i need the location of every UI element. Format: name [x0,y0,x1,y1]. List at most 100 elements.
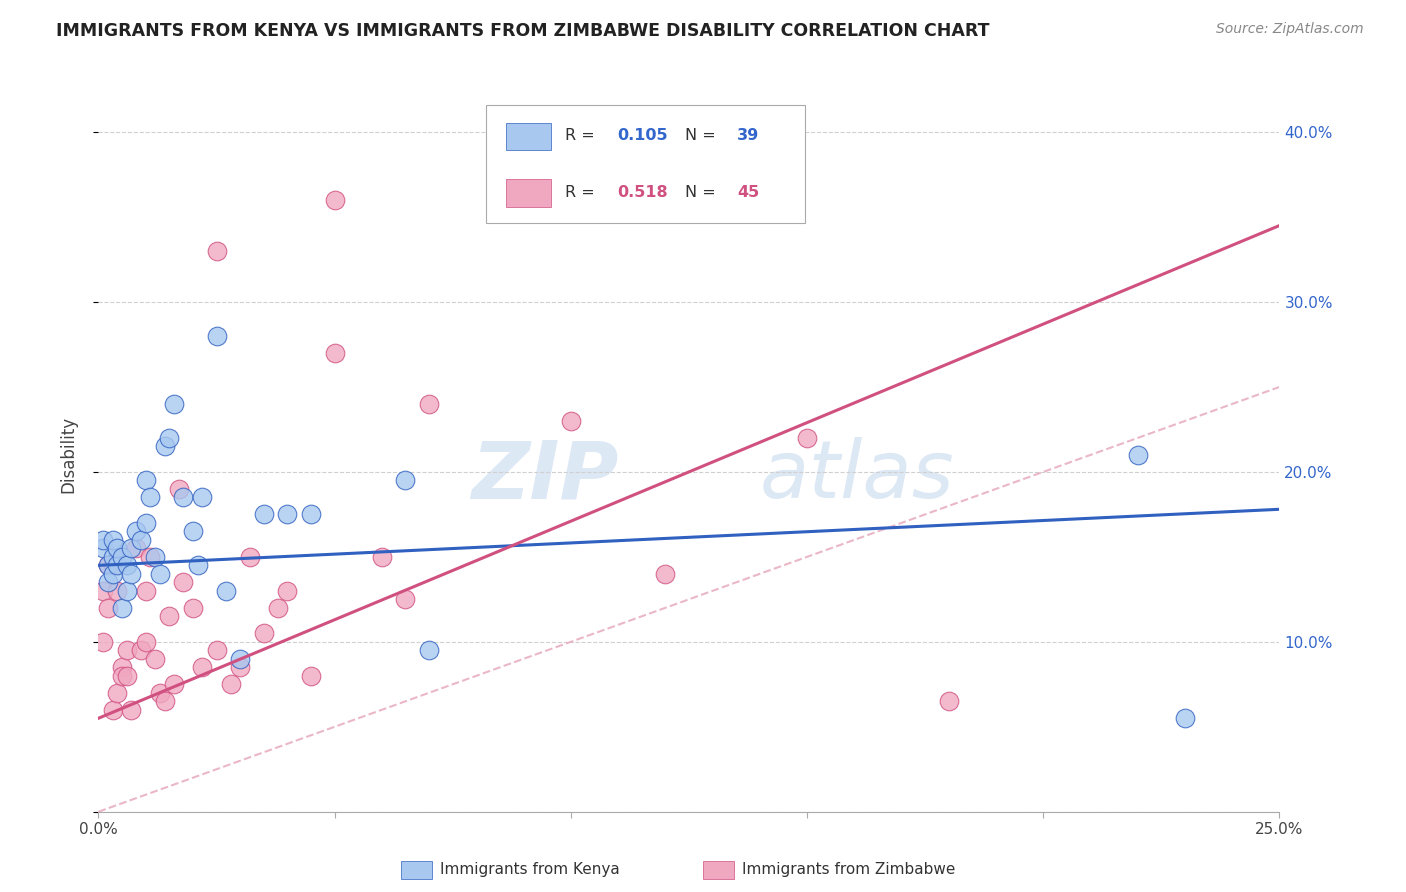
Point [97,575,120,590]
Point [394,592,416,607]
Point [105,558,128,573]
Point [101,533,124,547]
Point [101,549,124,564]
Point [121,541,143,556]
Point [153,439,176,453]
Text: IMMIGRANTS FROM KENYA VS IMMIGRANTS FROM ZIMBABWE DISABILITY CORRELATION CHART: IMMIGRANTS FROM KENYA VS IMMIGRANTS FROM… [56,22,990,40]
Point [97,558,120,573]
Point [163,677,186,691]
Point [205,329,228,343]
Point [111,549,134,564]
Point [139,491,162,505]
Point [111,669,134,683]
Point [91,635,114,649]
Point [299,508,322,522]
Point [181,600,204,615]
Point [371,549,394,564]
Point [101,566,124,581]
Point [654,566,676,581]
Point [215,583,238,598]
Point [149,686,172,700]
Point [135,516,157,530]
Point [418,397,440,411]
Y-axis label: Disability: Disability [59,417,77,493]
Point [191,491,214,505]
Point [125,524,148,539]
Point [796,431,818,445]
Point [323,346,346,360]
Point [125,541,148,556]
Point [157,431,180,445]
Bar [506,179,551,207]
Point [157,609,180,624]
Point [239,549,262,564]
Point [105,686,128,700]
Point [267,600,290,615]
Point [323,193,346,207]
Point [253,508,276,522]
Point [253,626,276,640]
Text: 45: 45 [737,185,759,200]
Point [129,643,152,657]
Point [115,643,138,657]
Text: 0.518: 0.518 [617,185,668,200]
Point [1174,711,1197,725]
Point [276,508,298,522]
Point [149,566,172,581]
Point [181,524,204,539]
Point [1126,448,1149,462]
Text: R =: R = [565,185,600,200]
Point [111,660,134,674]
Point [153,694,176,708]
Point [91,541,114,556]
Text: ZIP: ZIP [471,437,619,516]
Text: N =: N = [685,128,721,144]
Point [91,533,114,547]
Point [129,533,152,547]
Point [276,583,298,598]
Point [115,583,138,598]
Text: Immigrants from Zimbabwe: Immigrants from Zimbabwe [742,863,956,877]
Point [938,694,960,708]
Point [229,660,252,674]
Point [143,549,166,564]
Text: 39: 39 [737,128,759,144]
Text: N =: N = [685,185,721,200]
Point [191,660,214,674]
Point [143,652,166,666]
Text: R =: R = [565,128,600,144]
Point [101,558,124,573]
Point [97,600,120,615]
Point [135,474,157,488]
Point [101,703,124,717]
Point [187,558,209,573]
Point [205,643,228,657]
Text: Immigrants from Kenya: Immigrants from Kenya [440,863,620,877]
FancyBboxPatch shape [486,105,804,223]
Point [219,677,242,691]
Point [135,635,157,649]
Point [172,575,194,590]
Point [560,414,582,428]
Point [121,566,143,581]
Point [299,669,322,683]
Point [135,583,157,598]
Point [167,482,190,496]
Point [105,541,128,556]
Point [394,474,416,488]
Point [105,583,128,598]
Point [205,244,228,258]
Point [139,549,162,564]
Bar [506,123,551,150]
Point [121,703,143,717]
Point [172,491,194,505]
Point [115,669,138,683]
Point [229,652,252,666]
Point [91,583,114,598]
Point [97,558,120,573]
Point [111,600,134,615]
Text: Source: ZipAtlas.com: Source: ZipAtlas.com [1216,22,1364,37]
Text: 0.105: 0.105 [617,128,668,144]
Text: atlas: atlas [759,437,955,516]
Point [115,558,138,573]
